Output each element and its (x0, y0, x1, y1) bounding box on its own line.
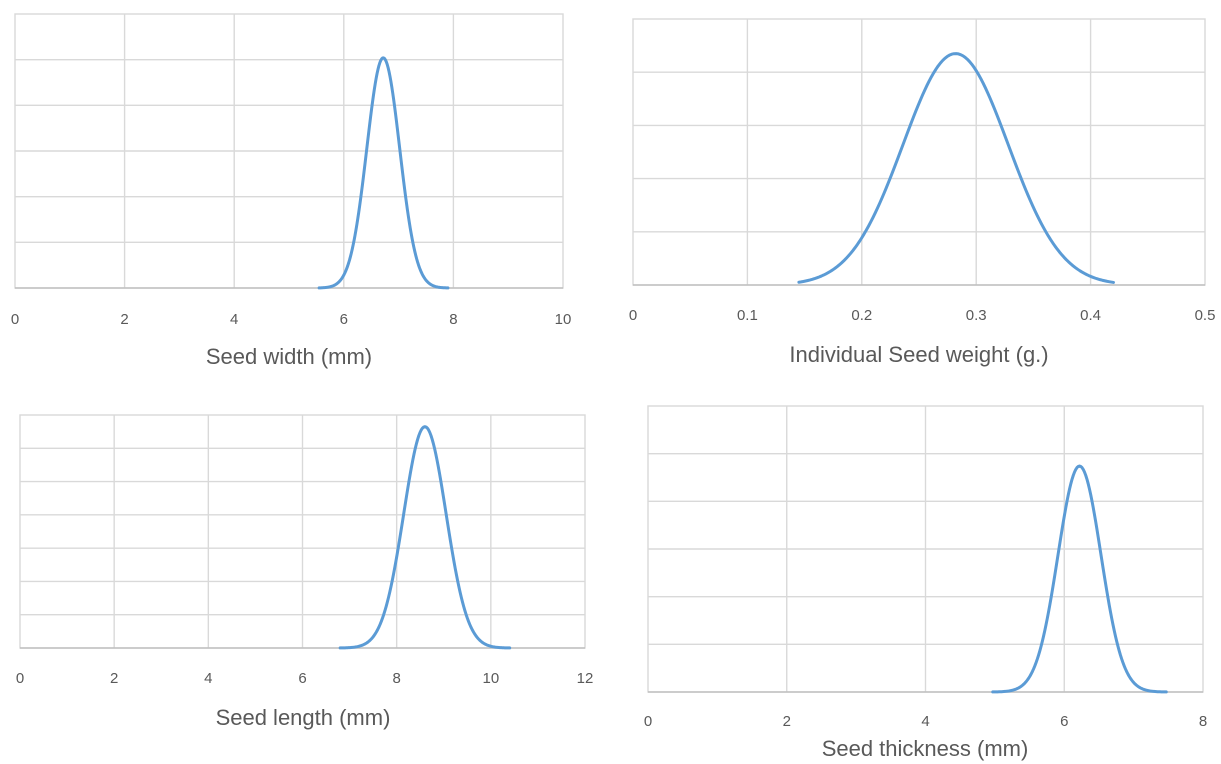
x-tick-label: 0 (11, 311, 19, 328)
x-axis-label: Seed thickness (mm) (822, 736, 1029, 761)
x-tick-label: 10 (482, 670, 499, 687)
x-tick-label: 4 (921, 713, 929, 730)
x-tick-label: 2 (783, 713, 791, 730)
plot-frame (632, 18, 1206, 286)
x-tick-label: 6 (340, 311, 348, 328)
x-tick-label: 2 (120, 311, 128, 328)
x-tick-label: 6 (298, 670, 306, 687)
x-tick-label: 0.5 (1195, 307, 1216, 324)
x-tick-label: 8 (392, 670, 400, 687)
x-tick-label: 2 (110, 670, 118, 687)
seed-weight-chart: 0 0.1 0.2 0.3 0.4 0.5 Individual Seed weight (… (629, 18, 1216, 367)
x-tick-label: 0.3 (966, 307, 987, 324)
distribution-curve (797, 52, 1115, 284)
seed-thickness-chart: 0 2 4 6 8 Seed thickness (mm) (644, 405, 1207, 761)
seed-length-chart: 0 2 4 6 8 10 12 Seed length (mm) (16, 414, 594, 730)
x-tick-label: 0 (644, 713, 652, 730)
x-axis-label: Seed width (mm) (206, 344, 372, 369)
x-tick-label: 6 (1060, 713, 1068, 730)
x-tick-label: 12 (577, 670, 594, 687)
x-tick-label: 8 (449, 311, 457, 328)
distribution-curve (991, 464, 1168, 694)
x-tick-label: 4 (204, 670, 212, 687)
x-axis-label: Seed length (mm) (216, 705, 391, 730)
x-tick-label: 8 (1199, 713, 1207, 730)
x-axis-label: Individual Seed weight (g.) (789, 342, 1048, 367)
x-tick-label: 0.4 (1080, 307, 1101, 324)
distribution-curve (338, 425, 512, 650)
x-tick-label: 4 (230, 311, 238, 328)
seed-width-chart: 0 2 4 6 8 10 Seed width (mm) (11, 13, 572, 369)
x-tick-label: 0 (16, 670, 24, 687)
x-tick-label: 0.1 (737, 307, 758, 324)
distribution-curve (317, 56, 450, 290)
x-tick-label: 0 (629, 307, 637, 324)
x-tick-label: 10 (555, 311, 572, 328)
x-tick-label: 0.2 (851, 307, 872, 324)
